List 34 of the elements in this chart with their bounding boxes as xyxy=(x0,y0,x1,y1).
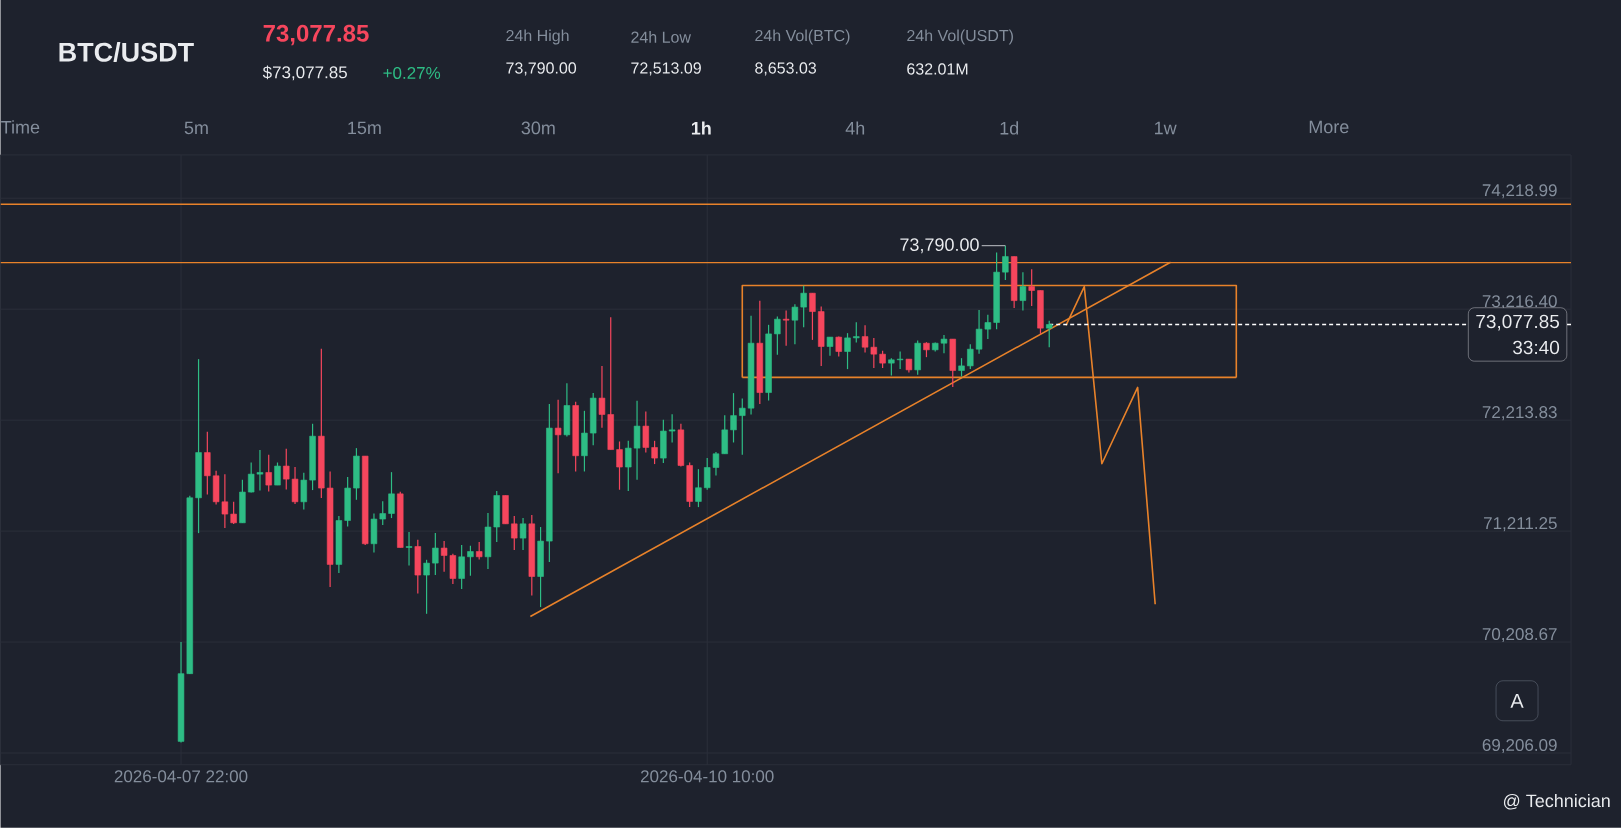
text: More xyxy=(1309,120,1349,134)
text: +0.27% xyxy=(383,67,441,80)
text: $73,077.85 xyxy=(262,65,347,81)
y-tick-label: 70,208.67 xyxy=(1482,628,1557,643)
text: 24h High xyxy=(506,29,569,45)
chart-title: BTC/USDT xyxy=(59,42,194,63)
text: 1w xyxy=(1155,121,1177,135)
ref-line-label: 73,077.85 xyxy=(1476,314,1560,331)
y-tick-label: 69,206.09 xyxy=(1482,739,1557,754)
x-tick-label: 2026-04-07 22:00 xyxy=(114,770,248,783)
text: 8,653.03 xyxy=(755,62,817,76)
text: 73,790.00 xyxy=(506,62,577,76)
text: 30m xyxy=(521,121,555,135)
y-tick-label: 71,211.25 xyxy=(1484,517,1557,532)
y-tick-label: 74,218.99 xyxy=(1482,184,1557,199)
text: 1d xyxy=(1000,121,1019,135)
text: Time xyxy=(1,120,40,134)
text: 5m xyxy=(184,121,208,135)
x-tick-label: 2026-04-10 10:00 xyxy=(640,770,774,783)
text: 73,077.85 xyxy=(263,24,369,46)
text: @ Technician xyxy=(1503,794,1610,810)
text: 24h Vol(USDT) xyxy=(907,29,1013,45)
text: 72,513.09 xyxy=(631,62,701,76)
text: 15m xyxy=(348,121,381,135)
y-tick-label: 73,216.40 xyxy=(1482,295,1557,310)
annotation: 73,790.00 xyxy=(900,238,979,254)
text: 1h xyxy=(691,121,711,135)
text: 4h xyxy=(845,121,865,135)
text: 24h Vol(BTC) xyxy=(755,29,850,45)
annotation: 33:40 xyxy=(1513,340,1560,355)
text: 632.01M xyxy=(907,63,968,75)
y-tick-label: 72,213.83 xyxy=(1482,406,1557,421)
annotation: A xyxy=(1510,694,1524,708)
text: 24h Low xyxy=(631,31,691,43)
